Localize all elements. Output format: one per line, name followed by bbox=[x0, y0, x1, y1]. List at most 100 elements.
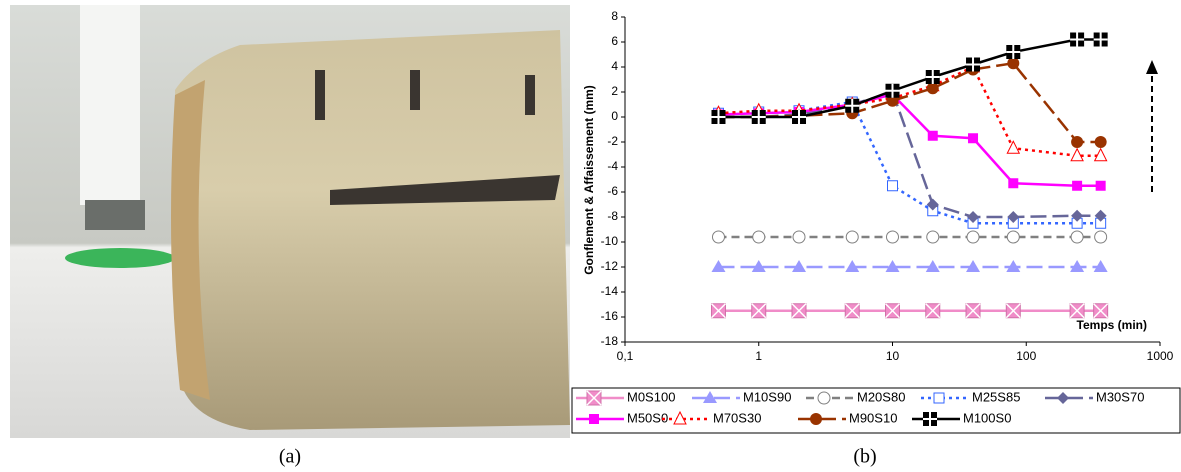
y-tick-label: 2 bbox=[611, 84, 618, 98]
photo-stick bbox=[315, 70, 325, 120]
marker bbox=[1094, 230, 1108, 244]
marker bbox=[884, 303, 901, 319]
marker bbox=[845, 230, 859, 244]
marker-shape bbox=[1070, 230, 1084, 244]
marker-cross bbox=[965, 303, 981, 319]
y-tick-label: -14 bbox=[601, 284, 619, 298]
marker bbox=[1093, 32, 1108, 47]
marker-shape bbox=[711, 230, 725, 244]
series-line bbox=[718, 65, 1101, 157]
y-tick-label: -4 bbox=[607, 159, 618, 173]
marker bbox=[1094, 209, 1107, 222]
marker bbox=[965, 303, 981, 319]
marker-cross bbox=[925, 70, 940, 84]
marker-cross bbox=[1005, 303, 1021, 319]
marker bbox=[1007, 211, 1020, 223]
legend-box bbox=[571, 387, 1181, 434]
marker bbox=[925, 260, 940, 272]
marker bbox=[791, 303, 807, 319]
marker bbox=[1071, 136, 1084, 148]
y-tick-label: -2 bbox=[607, 134, 618, 148]
marker-cross bbox=[1069, 303, 1085, 319]
series-line bbox=[718, 93, 1101, 187]
marker bbox=[926, 82, 939, 95]
legend-label: M90S10 bbox=[849, 410, 897, 425]
photo-stick bbox=[525, 75, 535, 115]
y-tick-label: 0 bbox=[611, 109, 618, 123]
legend-label: M100S0 bbox=[963, 410, 1011, 425]
marker-shape bbox=[926, 230, 940, 244]
marker bbox=[710, 303, 727, 319]
marker bbox=[1006, 45, 1021, 59]
marker bbox=[1094, 136, 1107, 148]
marker bbox=[1093, 260, 1108, 272]
marker bbox=[1069, 303, 1085, 319]
marker bbox=[844, 303, 860, 319]
marker-shape bbox=[967, 211, 980, 223]
series-line bbox=[718, 61, 1101, 144]
marker bbox=[933, 392, 945, 404]
marker-shape bbox=[845, 260, 860, 272]
marker-shape bbox=[1007, 57, 1020, 70]
x-tick-label: 1000 bbox=[1147, 349, 1174, 363]
marker bbox=[1008, 178, 1019, 189]
marker-shape bbox=[589, 414, 599, 424]
marker-shape bbox=[966, 260, 981, 272]
marker-shape bbox=[1094, 136, 1107, 148]
marker-shape bbox=[703, 391, 717, 403]
marker-shape bbox=[1070, 260, 1085, 272]
y-tick-label: -10 bbox=[601, 234, 619, 248]
x-tick-label: 1 bbox=[755, 349, 762, 363]
marker-shape bbox=[1008, 178, 1019, 189]
marker bbox=[1070, 147, 1084, 162]
marker bbox=[845, 98, 860, 113]
marker-cross bbox=[792, 110, 807, 124]
photo-object bbox=[85, 200, 145, 230]
marker bbox=[752, 230, 766, 244]
marker bbox=[887, 180, 898, 192]
marker-cross bbox=[1006, 45, 1021, 59]
marker-shape bbox=[925, 260, 940, 272]
marker bbox=[1005, 303, 1021, 319]
legend-label: M25S85 bbox=[972, 389, 1020, 404]
marker bbox=[925, 303, 941, 319]
marker-shape bbox=[1070, 147, 1084, 162]
marker bbox=[817, 391, 831, 405]
marker bbox=[810, 413, 822, 425]
series-line bbox=[718, 90, 1101, 219]
marker bbox=[711, 110, 726, 124]
marker bbox=[1093, 303, 1109, 319]
marker bbox=[1006, 260, 1021, 272]
marker bbox=[885, 83, 900, 98]
marker-shape bbox=[927, 130, 938, 141]
marker-shape bbox=[1094, 230, 1108, 244]
marker bbox=[703, 391, 717, 403]
marker-shape bbox=[885, 260, 900, 272]
marker bbox=[792, 260, 807, 272]
marker bbox=[966, 57, 981, 72]
x-tick-label: 0,1 bbox=[617, 349, 634, 363]
marker bbox=[1070, 260, 1085, 272]
marker-shape bbox=[1095, 180, 1106, 191]
marker-shape bbox=[933, 392, 945, 404]
marker-shape bbox=[1093, 147, 1108, 162]
marker bbox=[968, 133, 979, 144]
marker bbox=[1006, 140, 1021, 154]
marker-shape bbox=[1057, 392, 1069, 404]
marker bbox=[845, 260, 860, 272]
y-tick-label: -8 bbox=[607, 209, 618, 223]
marker-shape bbox=[886, 230, 899, 244]
marker-shape bbox=[792, 260, 807, 272]
photo-wall bbox=[80, 5, 140, 205]
marker-shape bbox=[1006, 230, 1020, 244]
y-tick-label: 8 bbox=[611, 9, 618, 23]
marker-shape bbox=[792, 230, 806, 244]
legend-label: M30S70 bbox=[1096, 389, 1144, 404]
marker-shape bbox=[1072, 180, 1083, 191]
series-line bbox=[718, 38, 1101, 119]
marker bbox=[1072, 180, 1083, 191]
marker-cross bbox=[925, 303, 941, 319]
legend-label: M20S80 bbox=[857, 389, 905, 404]
marker-shape bbox=[1094, 209, 1107, 222]
marker-cross bbox=[1070, 32, 1085, 47]
